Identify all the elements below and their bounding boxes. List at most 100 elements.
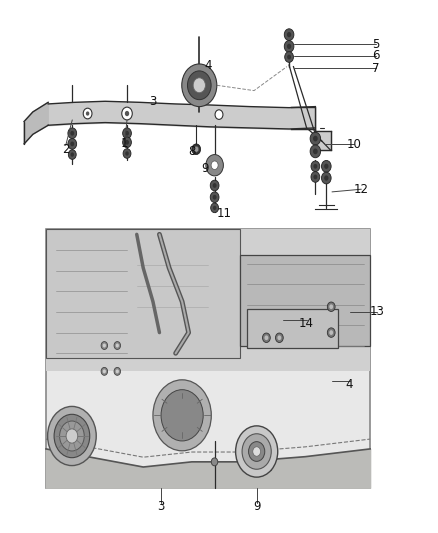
Circle shape [125, 140, 129, 145]
Circle shape [210, 192, 219, 203]
Circle shape [68, 128, 77, 139]
Circle shape [314, 174, 317, 179]
FancyBboxPatch shape [46, 229, 240, 358]
Circle shape [265, 335, 268, 340]
Text: 12: 12 [354, 183, 369, 196]
Text: 4: 4 [204, 59, 212, 71]
Circle shape [206, 155, 223, 176]
Text: 5: 5 [372, 38, 379, 51]
Circle shape [236, 426, 278, 477]
Circle shape [114, 367, 120, 375]
Circle shape [125, 151, 129, 156]
Circle shape [211, 458, 218, 466]
Circle shape [287, 44, 291, 49]
Circle shape [314, 164, 317, 169]
Circle shape [193, 78, 205, 93]
Circle shape [125, 131, 129, 136]
FancyBboxPatch shape [242, 461, 271, 470]
Circle shape [71, 152, 74, 157]
Circle shape [60, 421, 84, 451]
Circle shape [70, 142, 74, 147]
Circle shape [101, 367, 108, 375]
Circle shape [211, 203, 219, 213]
Circle shape [310, 145, 321, 158]
Text: 2: 2 [62, 143, 70, 156]
Circle shape [210, 180, 219, 191]
Circle shape [249, 442, 265, 462]
Circle shape [125, 111, 129, 116]
Text: 9: 9 [201, 163, 209, 175]
Circle shape [70, 131, 74, 136]
Circle shape [161, 390, 203, 441]
Text: 9: 9 [253, 500, 261, 513]
Text: 4: 4 [346, 378, 353, 391]
Circle shape [153, 380, 211, 451]
Circle shape [86, 111, 89, 116]
Text: 7: 7 [372, 62, 380, 75]
Polygon shape [24, 102, 48, 144]
Circle shape [284, 29, 294, 41]
Text: 13: 13 [369, 305, 384, 318]
Circle shape [321, 160, 331, 172]
FancyBboxPatch shape [247, 309, 338, 348]
Circle shape [66, 429, 78, 443]
Circle shape [83, 108, 92, 119]
Circle shape [284, 41, 294, 52]
Circle shape [123, 137, 131, 148]
Text: 6: 6 [372, 50, 380, 62]
Circle shape [311, 161, 320, 172]
Circle shape [327, 302, 335, 311]
Circle shape [329, 330, 333, 335]
Circle shape [213, 206, 216, 210]
Circle shape [311, 172, 320, 182]
Circle shape [253, 447, 261, 456]
FancyBboxPatch shape [46, 229, 370, 372]
Text: 1: 1 [121, 138, 129, 150]
Circle shape [187, 71, 211, 100]
Circle shape [287, 55, 291, 60]
Circle shape [313, 136, 318, 141]
Circle shape [213, 195, 216, 199]
Circle shape [114, 342, 120, 350]
Circle shape [68, 150, 76, 159]
Text: 11: 11 [217, 207, 232, 220]
Circle shape [276, 333, 283, 343]
Circle shape [277, 335, 281, 340]
Circle shape [313, 149, 318, 154]
Circle shape [324, 175, 328, 181]
Circle shape [194, 146, 199, 152]
Text: 3: 3 [158, 500, 165, 513]
Polygon shape [291, 107, 331, 150]
Circle shape [262, 333, 270, 343]
Circle shape [211, 161, 218, 169]
Circle shape [48, 406, 96, 466]
Circle shape [101, 342, 108, 350]
Circle shape [102, 344, 106, 348]
FancyBboxPatch shape [46, 229, 370, 488]
Circle shape [321, 172, 331, 184]
Circle shape [123, 149, 131, 158]
Circle shape [327, 328, 335, 337]
Circle shape [116, 344, 119, 348]
Text: 10: 10 [346, 138, 361, 151]
Circle shape [285, 52, 293, 62]
Text: 14: 14 [299, 317, 314, 330]
Circle shape [242, 434, 271, 469]
Circle shape [102, 369, 106, 373]
Circle shape [329, 304, 333, 309]
Circle shape [54, 414, 90, 458]
Circle shape [122, 107, 132, 120]
Circle shape [213, 183, 216, 188]
FancyBboxPatch shape [240, 255, 370, 345]
Circle shape [68, 139, 77, 149]
Text: 8: 8 [188, 146, 195, 158]
Circle shape [116, 369, 119, 373]
Circle shape [123, 128, 131, 139]
Circle shape [287, 32, 291, 37]
Text: 3: 3 [149, 95, 156, 108]
Circle shape [182, 64, 217, 107]
Circle shape [192, 144, 201, 155]
Circle shape [215, 110, 223, 119]
Circle shape [310, 132, 321, 145]
Circle shape [324, 164, 328, 169]
